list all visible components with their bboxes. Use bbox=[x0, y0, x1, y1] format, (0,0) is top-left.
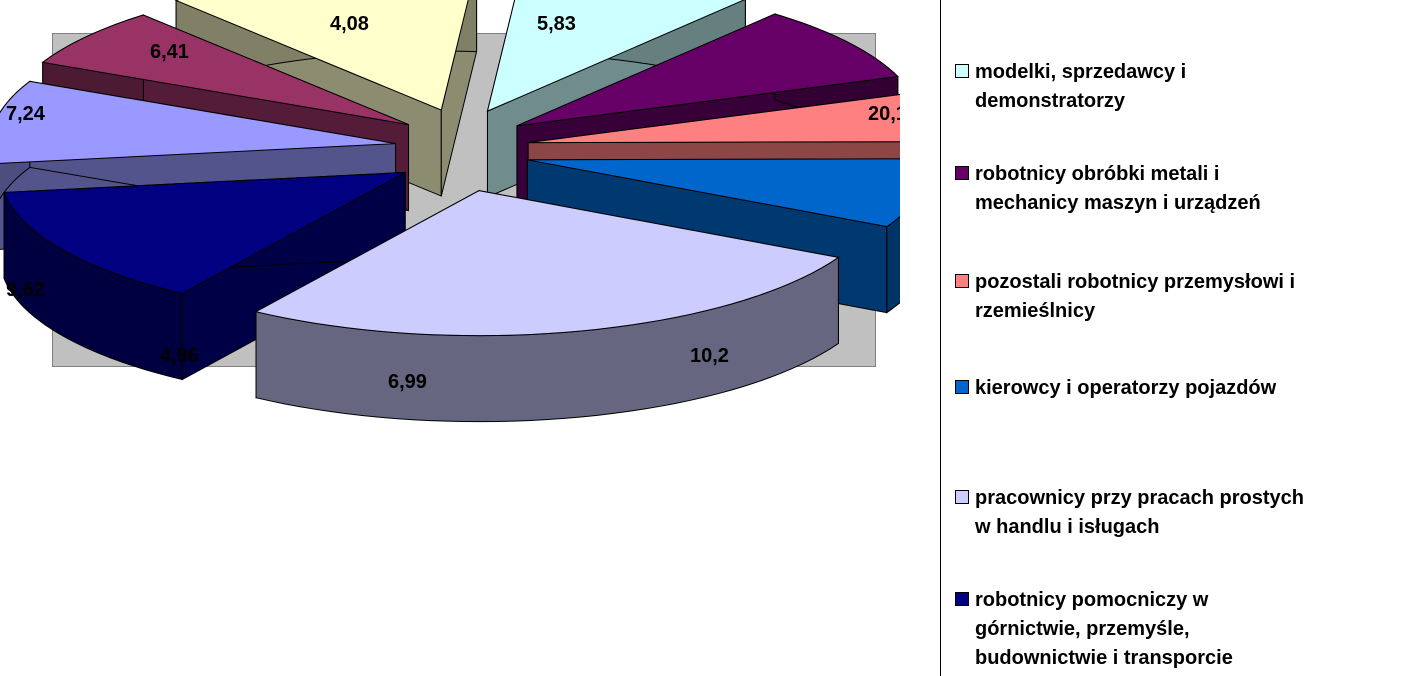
pie-slice bbox=[3, 171, 406, 381]
data-label: 20,11 bbox=[868, 103, 900, 125]
data-label: 7,24 bbox=[6, 103, 46, 125]
legend-swatch bbox=[955, 274, 969, 288]
legend-line: modelki, sprzedawcy i bbox=[975, 61, 1187, 83]
data-label: 4,96 bbox=[160, 345, 199, 367]
legend-line: rzemieślnicy bbox=[975, 300, 1096, 322]
slice-top bbox=[174, 0, 469, 111]
legend-label: robotnicy pomocniczy w górnictwie, przem… bbox=[975, 586, 1404, 673]
data-label: 10,2 bbox=[690, 345, 729, 367]
legend-line: robotnicy pomocniczy w bbox=[975, 589, 1209, 611]
legend: modelki, sprzedawcy i demonstratorzy rob… bbox=[940, 0, 1404, 676]
legend-line: pozostali robotnicy przemysłowi i bbox=[975, 271, 1296, 293]
legend-label: pozostali robotnicy przemysłowi i rzemie… bbox=[975, 268, 1404, 326]
legend-swatch bbox=[955, 380, 969, 394]
legend-swatch bbox=[955, 166, 969, 180]
slice-top bbox=[3, 171, 406, 295]
legend-label: kierowcy i operatorzy pojazdów bbox=[975, 374, 1404, 403]
legend-swatch bbox=[955, 490, 969, 504]
data-label: 6,41 bbox=[150, 41, 189, 63]
slice-top bbox=[0, 80, 396, 164]
legend-line: mechanicy maszyn i urządzeń bbox=[975, 192, 1261, 214]
legend-label: modelki, sprzedawcy i demonstratorzy bbox=[975, 58, 1404, 116]
legend-line: robotnicy obróbki metali i bbox=[975, 163, 1220, 185]
legend-line: kierowcy i operatorzy pojazdów bbox=[975, 377, 1277, 399]
data-label: 5,83 bbox=[537, 13, 576, 35]
slice-top bbox=[516, 13, 899, 127]
pie-slice bbox=[254, 189, 840, 423]
legend-line: w handlu i isługach bbox=[975, 516, 1160, 538]
legend-label: robotnicy obróbki metali i mechanicy mas… bbox=[975, 160, 1404, 218]
slice-top bbox=[486, 0, 746, 112]
legend-swatch bbox=[955, 592, 969, 606]
legend-line: górnictwie, przemyśle, bbox=[975, 618, 1190, 640]
slice-top bbox=[527, 158, 900, 228]
slice-top bbox=[254, 190, 840, 337]
legend-label: pracownicy przy pracach prostych w handl… bbox=[975, 484, 1404, 542]
slice-top bbox=[41, 14, 409, 126]
data-label: 9,62 bbox=[6, 279, 45, 301]
legend-line: demonstratorzy bbox=[975, 90, 1126, 112]
pie-chart: 7,24 6,41 4,08 5,83 20,11 10,2 6,99 4,96 9,62 bbox=[0, 0, 900, 423]
slice-top bbox=[528, 94, 900, 144]
slice-wall bbox=[886, 215, 900, 314]
data-label: 4,08 bbox=[330, 13, 369, 35]
legend-line: pracownicy przy pracach prostych bbox=[975, 487, 1305, 509]
data-label: 6,99 bbox=[388, 371, 427, 393]
legend-swatch bbox=[955, 64, 969, 78]
legend-line: budownictwie i transporcie bbox=[975, 647, 1233, 669]
